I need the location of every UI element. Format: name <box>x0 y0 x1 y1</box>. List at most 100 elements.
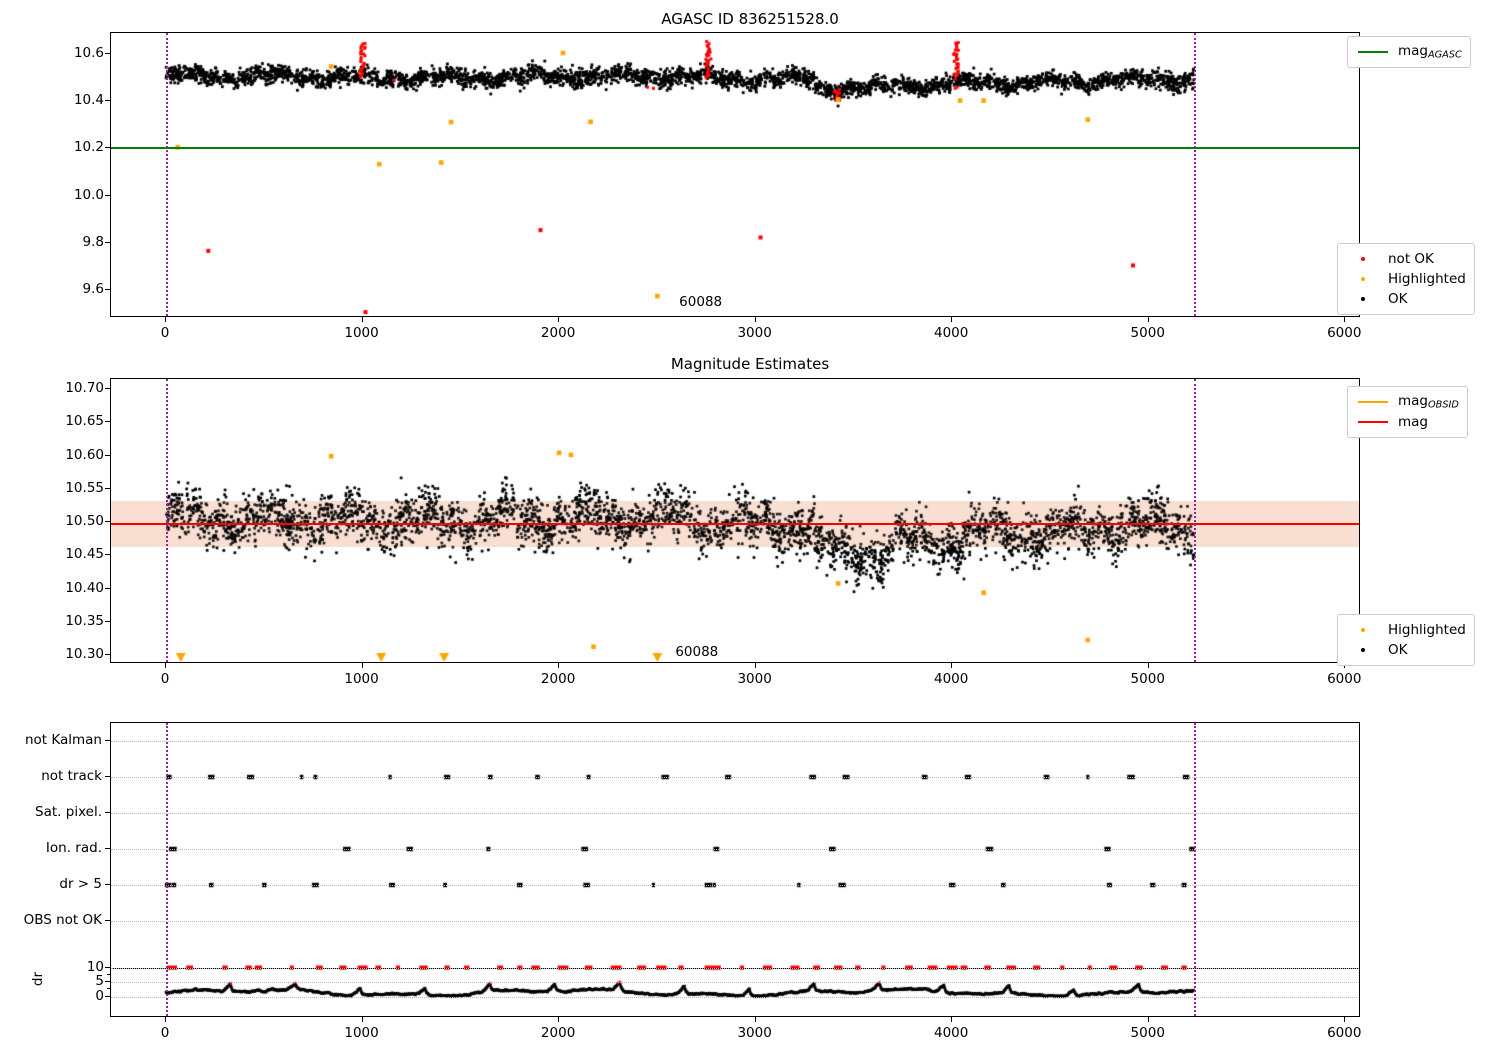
ytick-mark-top <box>105 241 110 243</box>
dr-tick-label: 10 <box>86 958 104 975</box>
legend-key-dot-not-ok <box>1346 257 1380 261</box>
flag-category-label: Ion. rad. <box>45 840 102 856</box>
obsid-boundary-line-middle <box>166 379 169 662</box>
legend-row-mag-agasc: magAGASC <box>1356 42 1462 62</box>
flag-tick-mark <box>105 884 110 885</box>
legend-row-highlighted: Highlighted <box>1346 269 1466 289</box>
flag-tick-mark <box>105 848 110 849</box>
xtick-label-top: 6000 <box>1327 325 1362 341</box>
ytick-mark-middle <box>105 621 110 623</box>
flag-gridline <box>111 921 1359 922</box>
ytick-label-middle: 10.55 <box>65 479 104 496</box>
panel-magnitude-vs-time: 60088 <box>110 32 1360 317</box>
ytick-label-top: 10.0 <box>73 186 104 203</box>
legend-middle-markers: Highlighted OK <box>1337 614 1475 666</box>
dr-tick-label: 0 <box>95 987 104 1004</box>
panel-middle-title: Magnitude Estimates <box>670 355 830 373</box>
flag-gridline <box>111 849 1359 850</box>
xtick-label-middle: 6000 <box>1327 671 1362 687</box>
figure-title: AGASC ID 836251528.0 <box>661 10 839 28</box>
ytick-label-middle: 10.40 <box>65 579 104 596</box>
ytick-mark-middle <box>105 521 110 523</box>
ytick-mark-middle <box>105 421 110 423</box>
ytick-mark-top <box>105 100 110 102</box>
dr-tick-mark <box>105 981 110 983</box>
obsid-boundary-line <box>1193 33 1196 316</box>
xtick-label-bottom: 4000 <box>934 1025 969 1041</box>
legend-top-lines: magAGASC <box>1347 36 1471 68</box>
xtick-mark-bottom <box>165 1017 167 1022</box>
legend-label-highlighted: Highlighted <box>1388 271 1466 287</box>
xtick-mark-top <box>951 317 953 322</box>
flag-gridline <box>111 813 1359 814</box>
ytick-mark-middle <box>105 387 110 389</box>
ytick-mark-top <box>105 194 110 196</box>
xtick-mark-top <box>361 317 363 322</box>
xtick-mark-middle <box>951 663 953 668</box>
dr-minor-tick-mark <box>107 973 110 975</box>
ytick-label-middle: 10.45 <box>65 546 104 563</box>
xtick-mark-top <box>754 317 756 322</box>
flag-category-label: dr > 5 <box>59 876 102 892</box>
flag-tick-mark <box>105 812 110 813</box>
legend-key-dot-highlighted <box>1346 277 1380 281</box>
obsid-boundary-line-middle <box>1193 379 1196 662</box>
obsid-boundary-line-bottom <box>166 723 169 1016</box>
flag-category-label: not track <box>41 768 102 784</box>
ytick-mark-middle <box>105 587 110 589</box>
legend-key-line-mag <box>1356 420 1390 424</box>
ytick-label-middle: 10.70 <box>65 379 104 396</box>
dr-gridline <box>111 982 1359 984</box>
xtick-mark-top <box>558 317 560 322</box>
legend-key-line <box>1356 50 1390 54</box>
dr-axis-label: dr <box>30 972 46 987</box>
ytick-mark-middle <box>105 654 110 656</box>
xtick-label-top: 0 <box>160 325 170 341</box>
flag-gridline <box>111 777 1359 778</box>
xtick-label-bottom: 3000 <box>737 1025 772 1041</box>
legend-key-line-obsid <box>1356 400 1390 404</box>
legend-middle-lines: magOBSID mag <box>1347 386 1468 438</box>
xtick-label-middle: 0 <box>160 671 170 687</box>
legend-label-mag-agasc: magAGASC <box>1398 43 1462 61</box>
panel-flags-and-dr <box>110 722 1360 1017</box>
xtick-mark-middle <box>558 663 560 668</box>
ytick-label-top: 10.4 <box>73 92 104 109</box>
xtick-label-bottom: 1000 <box>344 1025 379 1041</box>
xtick-label-top: 2000 <box>540 325 576 341</box>
legend-label-not-ok: not OK <box>1388 251 1434 267</box>
ytick-label-top: 10.2 <box>73 139 104 156</box>
ytick-mark-middle <box>105 554 110 556</box>
legend-key-dot-ok <box>1346 297 1380 301</box>
flag-tick-mark <box>105 776 110 777</box>
scatter-canvas-top <box>111 33 1359 316</box>
mag-reference-line <box>111 523 1359 526</box>
xtick-mark-middle <box>361 663 363 668</box>
xtick-label-middle: 4000 <box>934 671 969 687</box>
scatter-canvas-bottom <box>111 723 1359 1016</box>
panel-magnitude-estimates: 60088 <box>110 378 1360 663</box>
xtick-label-top: 1000 <box>344 325 379 341</box>
xtick-mark-bottom <box>1344 1017 1346 1022</box>
flag-category-label: OBS not OK <box>23 912 102 928</box>
flag-category-label: not Kalman <box>24 732 102 748</box>
ytick-label-middle: 10.65 <box>65 413 104 430</box>
annotation-obsid-top: 60088 <box>679 293 723 310</box>
legend-row-mag: mag <box>1356 412 1459 432</box>
legend-row-highlighted-mid: Highlighted <box>1346 620 1466 640</box>
legend-label-mag-obsid: magOBSID <box>1398 393 1459 411</box>
ytick-label-middle: 10.35 <box>65 613 104 630</box>
flag-gridline <box>111 741 1359 742</box>
ytick-mark-middle <box>105 487 110 489</box>
legend-row-not-ok: not OK <box>1346 249 1466 269</box>
xtick-mark-top <box>1147 317 1149 322</box>
legend-row-ok: OK <box>1346 289 1466 309</box>
xtick-label-bottom: 6000 <box>1327 1025 1362 1041</box>
ytick-mark-middle <box>105 454 110 456</box>
xtick-mark-bottom <box>754 1017 756 1022</box>
legend-label-ok-mid: OK <box>1388 642 1408 658</box>
xtick-label-middle: 5000 <box>1130 671 1165 687</box>
xtick-label-middle: 1000 <box>344 671 379 687</box>
xtick-mark-middle <box>165 663 167 668</box>
